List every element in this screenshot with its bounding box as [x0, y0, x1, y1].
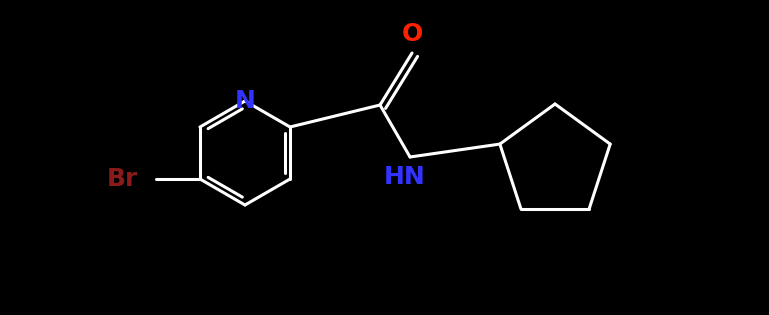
Text: N: N	[235, 89, 255, 113]
Text: HN: HN	[384, 165, 426, 189]
Text: O: O	[401, 22, 423, 46]
Text: Br: Br	[107, 167, 138, 191]
